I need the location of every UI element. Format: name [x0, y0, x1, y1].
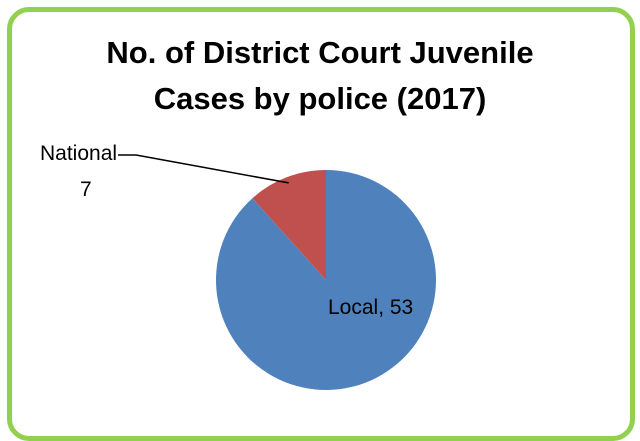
pie-slices: [216, 170, 436, 390]
pie-slice-national: [252, 170, 326, 280]
local-label: Local, 53: [328, 296, 413, 319]
chart-title-line-1: No. of District Court Juvenile: [106, 35, 534, 70]
chart-title-line-2: Cases by police (2017): [153, 81, 487, 116]
national-label-name: National: [40, 142, 117, 165]
chart-title: No. of District Court Juvenile Cases by …: [12, 30, 628, 122]
national-label-value: 7: [80, 178, 92, 201]
national-leader-line: [135, 154, 289, 184]
